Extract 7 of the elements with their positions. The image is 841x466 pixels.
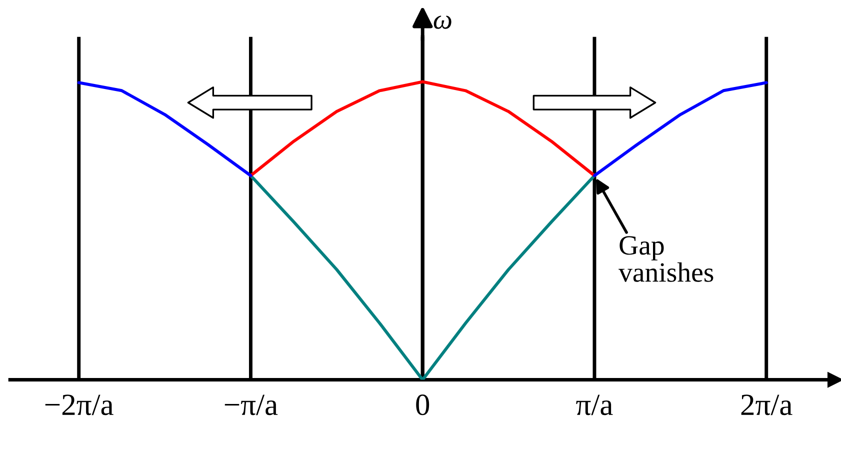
x-tick-label: −2π/a xyxy=(45,394,114,416)
annotation: Gap vanishes xyxy=(618,236,714,282)
x-tick-label: 0 xyxy=(416,394,430,416)
y-axis-title: ω xyxy=(434,16,452,29)
x-tick-label: 2π/a xyxy=(741,394,792,416)
x-tick-label: −π/a xyxy=(224,394,278,416)
x-tick-label: π/a xyxy=(576,394,613,416)
